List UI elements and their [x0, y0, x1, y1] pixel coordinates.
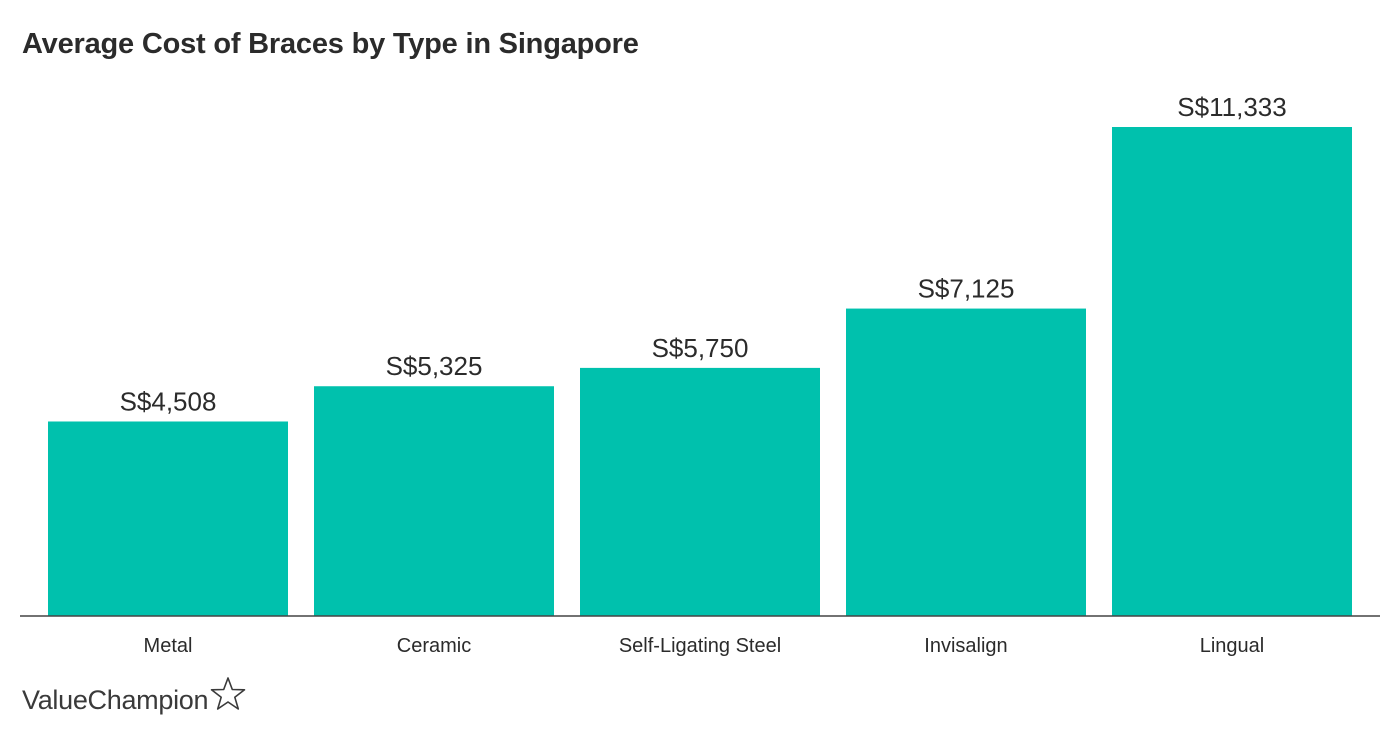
- x-tick-label: Lingual: [1200, 635, 1265, 657]
- bar-invisalign: [846, 308, 1086, 616]
- bars-group: [48, 127, 1352, 616]
- data-label: S$5,325: [386, 351, 483, 381]
- data-label: S$7,125: [918, 274, 1015, 304]
- bar-self-ligating-steel: [580, 367, 820, 616]
- x-tick-label: Self-Ligating Steel: [619, 635, 781, 657]
- brand-name: ValueChampion: [22, 684, 209, 715]
- x-tick-label: Metal: [144, 635, 193, 657]
- x-tick-label: Invisalign: [924, 635, 1007, 657]
- star-outline-icon: [210, 676, 246, 717]
- bar-lingual: [1112, 127, 1352, 616]
- x-tick-label: Ceramic: [397, 635, 471, 657]
- data-label: S$4,508: [120, 386, 217, 416]
- value-labels-group: S$4,508 S$5,325 S$5,750 S$7,125 S$11,333: [120, 92, 1287, 416]
- chart-title: Average Cost of Braces by Type in Singap…: [22, 28, 639, 60]
- bar-ceramic: [314, 386, 554, 616]
- tick-labels-group: Metal Ceramic Self-Ligating Steel Invisalig…: [144, 635, 1265, 657]
- data-label: S$5,750: [652, 333, 749, 363]
- data-label: S$11,333: [1177, 92, 1286, 122]
- bar-metal: [48, 421, 288, 616]
- brand-logo: ValueChampion: [22, 676, 246, 720]
